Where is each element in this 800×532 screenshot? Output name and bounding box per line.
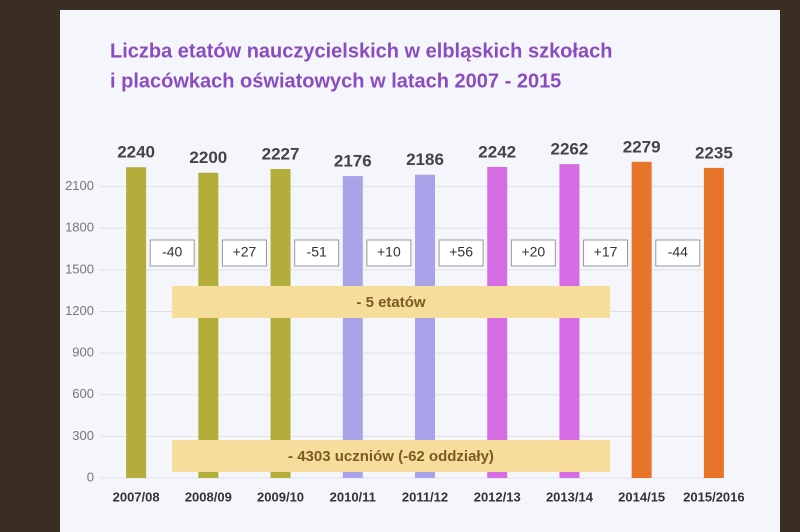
change-label: +56: [449, 244, 473, 260]
change-label: -44: [668, 244, 688, 260]
value-label: 2262: [551, 140, 589, 159]
note-box: [172, 440, 610, 472]
bar: [631, 161, 652, 478]
x-tick-label: 2014/15: [618, 489, 665, 504]
change-box: [583, 239, 629, 267]
change-label: -51: [307, 244, 327, 260]
value-label: 2176: [334, 152, 372, 171]
x-tick-label: 2007/08: [113, 489, 160, 504]
change-box: [366, 239, 412, 267]
bar: [559, 164, 580, 478]
y-tick-label: 1800: [65, 220, 94, 235]
x-tick-label: 2012/13: [474, 489, 521, 504]
note-box: [172, 286, 610, 318]
x-tick-label: 2008/09: [185, 489, 232, 504]
bar: [342, 176, 363, 478]
x-tick-label: 2010/11: [330, 489, 376, 504]
note-label: - 4303 uczniów (-62 oddziały): [288, 448, 494, 465]
value-label: 2242: [478, 142, 516, 161]
y-tick-label: 600: [72, 386, 94, 401]
change-box: [655, 239, 701, 267]
x-tick-label: 2013/14: [546, 489, 594, 504]
chart-title: i placówkach oświatowych w latach 2007 -…: [110, 70, 561, 92]
bar: [487, 166, 508, 479]
change-box: [294, 239, 340, 267]
change-label: +17: [594, 244, 618, 260]
y-tick-label: 2100: [65, 178, 94, 193]
x-tick-label: 2015/2016: [683, 489, 744, 504]
change-box: [510, 239, 556, 267]
value-label: 2240: [117, 143, 155, 162]
bar: [703, 167, 724, 479]
chart-title: Liczba etatów nauczycielskich w elbląski…: [110, 40, 612, 62]
bar: [415, 174, 435, 478]
change-box: [221, 239, 267, 267]
bar: [270, 169, 291, 478]
value-label: 2186: [406, 150, 444, 169]
x-tick-label: 2011/12: [402, 489, 448, 504]
change-label: +20: [521, 244, 545, 260]
value-label: 2279: [623, 137, 661, 156]
y-tick-label: 1500: [65, 261, 94, 276]
y-tick-label: 1200: [65, 303, 94, 318]
change-box: [438, 239, 484, 267]
value-label: 2235: [695, 143, 733, 162]
y-tick-label: 300: [72, 428, 94, 443]
bar: [198, 172, 219, 478]
change-label: -40: [162, 244, 182, 260]
change-label: +10: [377, 244, 401, 260]
note-label: - 5 etatów: [356, 294, 426, 311]
value-label: 2227: [262, 144, 300, 163]
x-tick-label: 2009/10: [257, 489, 304, 504]
y-tick-label: 900: [72, 345, 94, 360]
value-label: 2200: [189, 148, 227, 167]
change-label: +27: [233, 244, 257, 260]
bar: [126, 167, 147, 478]
change-box: [149, 239, 195, 267]
y-tick-label: 0: [87, 469, 94, 484]
